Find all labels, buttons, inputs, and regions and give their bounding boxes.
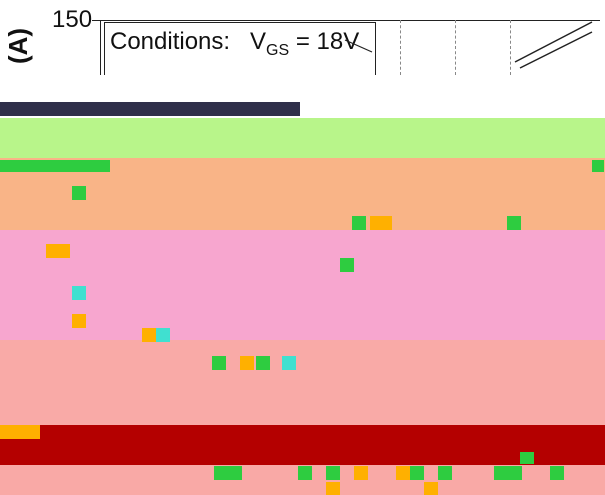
y-tick-label-150: 150 [52, 6, 93, 33]
block-green-2 [352, 216, 366, 230]
series-curve-lower [519, 31, 593, 69]
block-orange-3 [72, 314, 86, 328]
block-green-4 [340, 258, 354, 272]
block-orange-6 [0, 425, 40, 439]
band-dark-noise [0, 102, 300, 116]
block-green-10 [326, 466, 340, 480]
block-orange-1 [370, 216, 392, 230]
noise-strip [0, 75, 605, 100]
gridline-v3 [510, 20, 511, 75]
block-orange-9 [326, 482, 340, 495]
block-orange-7 [354, 466, 368, 480]
curve-layer [344, 21, 593, 69]
block-green-7 [520, 452, 534, 464]
block-green-strip [0, 160, 110, 172]
block-orange-4 [142, 328, 156, 342]
block-green-8 [214, 466, 242, 480]
block-cyan-1 [72, 286, 86, 300]
gridline-v1 [400, 20, 401, 75]
band-darkred [0, 425, 605, 465]
block-green-3 [507, 216, 521, 230]
block-green-edge [592, 160, 604, 172]
block-orange-8 [396, 466, 410, 480]
vgs-prefix: V [250, 28, 267, 55]
block-green-13 [494, 466, 522, 480]
plot-frame-top [100, 20, 600, 21]
conditions-box [104, 22, 376, 80]
block-green-9 [298, 466, 312, 480]
conditions-label: Conditions: [110, 28, 231, 55]
band-salmon [0, 340, 605, 425]
conditions-connector [344, 39, 373, 53]
vgs-sub: GS [266, 41, 290, 59]
block-green-6 [256, 356, 270, 370]
band-green [0, 118, 605, 158]
block-cyan-2 [156, 328, 170, 342]
block-green-1 [72, 186, 86, 200]
block-green-11 [410, 466, 424, 480]
band-pink [0, 230, 605, 340]
block-orange-10 [424, 482, 438, 495]
y-tick-150 [92, 20, 100, 21]
gridline-v2 [455, 20, 456, 75]
block-green-5 [212, 356, 226, 370]
block-green-14 [550, 466, 564, 480]
block-green-12 [438, 466, 452, 480]
y-axis-line [100, 20, 101, 75]
series-curve-upper [514, 21, 593, 63]
block-orange-5 [240, 356, 254, 370]
block-orange-2 [46, 244, 70, 258]
block-cyan-3 [282, 356, 296, 370]
